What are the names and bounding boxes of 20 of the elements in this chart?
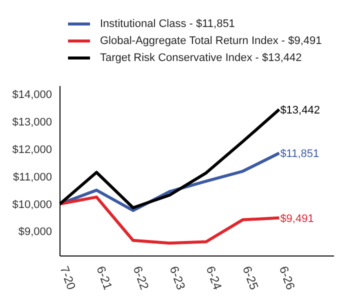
legend-label: Institutional Class - $11,851 xyxy=(100,18,235,30)
x-tick-label: 6-26 xyxy=(276,264,298,292)
y-tick-label: $11,000 xyxy=(13,171,52,184)
data-label: $9,491 xyxy=(280,212,314,225)
y-tick-label: $10,000 xyxy=(12,198,52,211)
data-label: $11,851 xyxy=(280,148,320,160)
x-tick-label: 6-22 xyxy=(130,264,152,292)
x-tick-label: 6-21 xyxy=(94,264,116,292)
y-tick-label: $12,000 xyxy=(12,144,52,156)
x-tick-label: 6-25 xyxy=(240,264,262,292)
line-series xyxy=(58,196,281,245)
y-tick-label: $9,000 xyxy=(18,226,52,238)
legend-label: Global-Aggregate Total Return Index - $9,491 xyxy=(100,35,322,47)
y-tick-label: $14,000 xyxy=(12,89,52,102)
x-tick-label: 6-24 xyxy=(203,264,225,292)
x-tick-label: 7-20 xyxy=(57,264,79,292)
legend-label: Target Risk Conservative Index - $13,442 xyxy=(100,52,302,64)
y-tick-label: $13,000 xyxy=(12,116,52,129)
data-label: $13,442 xyxy=(280,104,320,117)
x-tick-label: 6-23 xyxy=(166,264,188,292)
